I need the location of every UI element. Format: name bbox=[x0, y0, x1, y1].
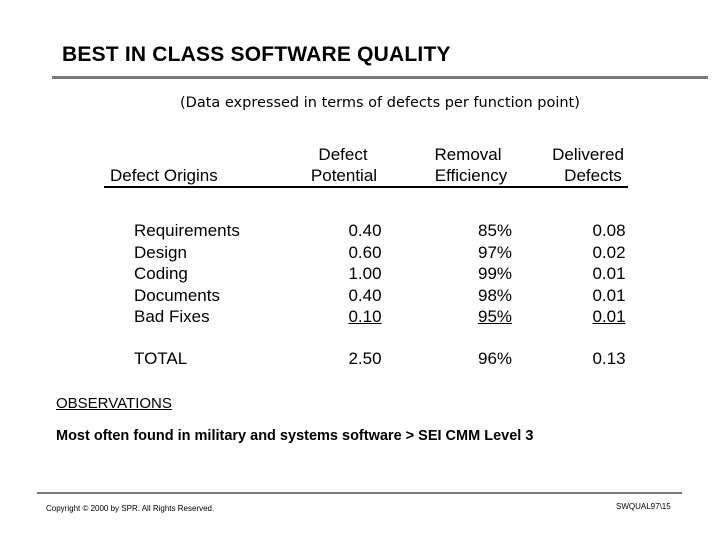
row-delivered: 0.02 bbox=[592, 242, 626, 262]
total-efficiency: 96% bbox=[477, 349, 513, 368]
row-delivered: 0.01 bbox=[592, 307, 626, 326]
header-removal-efficiency-line2: Efficiency bbox=[434, 166, 508, 185]
total-label: TOTAL bbox=[134, 349, 188, 368]
row-potential: 0.10 bbox=[348, 307, 382, 326]
header-delivered-defects-line1: Delivered bbox=[552, 145, 624, 164]
row-origin: Documents bbox=[134, 285, 220, 305]
slide-title: BEST IN CLASS SOFTWARE QUALITY bbox=[62, 43, 451, 66]
row-potential: 0.40 bbox=[348, 221, 382, 240]
row-efficiency: 98% bbox=[477, 285, 513, 305]
row-efficiency: 99% bbox=[477, 264, 513, 283]
slide-code: SWQUAL97\15 bbox=[616, 502, 671, 511]
header-defect-potential-line1: Defect bbox=[318, 145, 368, 164]
total-potential: 2.50 bbox=[348, 349, 382, 368]
row-potential: 0.60 bbox=[348, 242, 382, 262]
row-origin: Design bbox=[134, 242, 187, 262]
row-origin: Bad Fixes bbox=[134, 307, 210, 326]
header-defect-potential-line2: Potential bbox=[310, 166, 378, 185]
header-underline bbox=[104, 186, 628, 188]
row-efficiency: 95% bbox=[477, 307, 513, 326]
row-efficiency: 97% bbox=[477, 242, 513, 262]
total-delivered: 0.13 bbox=[592, 349, 626, 368]
row-origin: Requirements bbox=[134, 221, 240, 240]
subtitle: (Data expressed in terms of defects per … bbox=[180, 95, 580, 111]
observations-text: Most often found in military and systems… bbox=[56, 428, 534, 444]
header-defect-origins: Defect Origins bbox=[110, 166, 218, 185]
header-removal-efficiency-line1: Removal bbox=[434, 145, 502, 164]
footer-divider bbox=[37, 492, 682, 494]
row-potential: 0.40 bbox=[348, 285, 382, 305]
header-delivered-defects-line2: Defects bbox=[564, 166, 622, 185]
observations-heading: OBSERVATIONS bbox=[56, 395, 172, 412]
row-potential: 1.00 bbox=[348, 264, 382, 283]
row-efficiency: 85% bbox=[477, 221, 513, 240]
row-delivered: 0.01 bbox=[592, 285, 626, 305]
copyright-notice: Copyright © 2000 by SPR. All Rights Rese… bbox=[46, 504, 215, 513]
title-divider bbox=[52, 76, 708, 79]
row-origin: Coding bbox=[134, 264, 188, 283]
row-delivered: 0.08 bbox=[592, 221, 626, 240]
row-delivered: 0.01 bbox=[592, 264, 626, 283]
